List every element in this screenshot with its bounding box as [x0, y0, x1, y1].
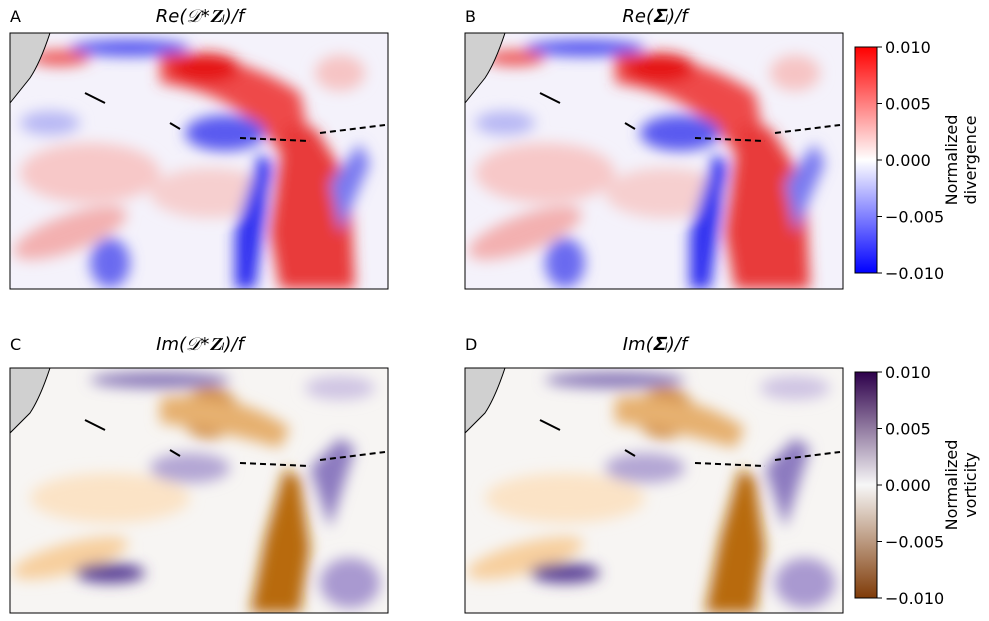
- panel-label: C: [10, 335, 21, 354]
- map-panel: [9, 32, 389, 290]
- tick-label: 0.000: [885, 476, 931, 495]
- map-panel: [9, 367, 389, 614]
- tick-label: −0.010: [885, 264, 944, 283]
- panel-label: A: [10, 7, 21, 26]
- tick-label: −0.005: [885, 208, 944, 227]
- tick-label: 0.000: [885, 151, 931, 170]
- colorbar: [854, 46, 878, 274]
- tick-label: 0.010: [885, 38, 931, 57]
- map-panel: [464, 367, 844, 614]
- colorbar-label: Normalized: [942, 440, 961, 531]
- panel-title: Re(𝒟*𝐙ₗ)/f: [156, 6, 247, 27]
- tick-label: −0.010: [885, 589, 944, 608]
- panel-title: Im(𝚺ₗ)/f: [623, 334, 690, 355]
- tick-label: 0.010: [885, 363, 931, 382]
- colorbar: [854, 371, 878, 599]
- colorbar-label: Normalized: [942, 115, 961, 206]
- panel-label: B: [465, 7, 476, 26]
- tick-label: 0.005: [885, 420, 931, 439]
- panel-label: D: [465, 335, 477, 354]
- map-panel: [464, 32, 844, 290]
- panel-title: Im(𝒟*𝐙ₗ)/f: [156, 334, 246, 355]
- colorbar-label: divergence: [961, 116, 980, 205]
- tick-label: 0.005: [885, 95, 931, 114]
- tick-label: −0.005: [885, 533, 944, 552]
- colorbar-label: vorticity: [961, 452, 980, 518]
- panel-title: Re(𝚺ₗ)/f: [622, 6, 690, 27]
